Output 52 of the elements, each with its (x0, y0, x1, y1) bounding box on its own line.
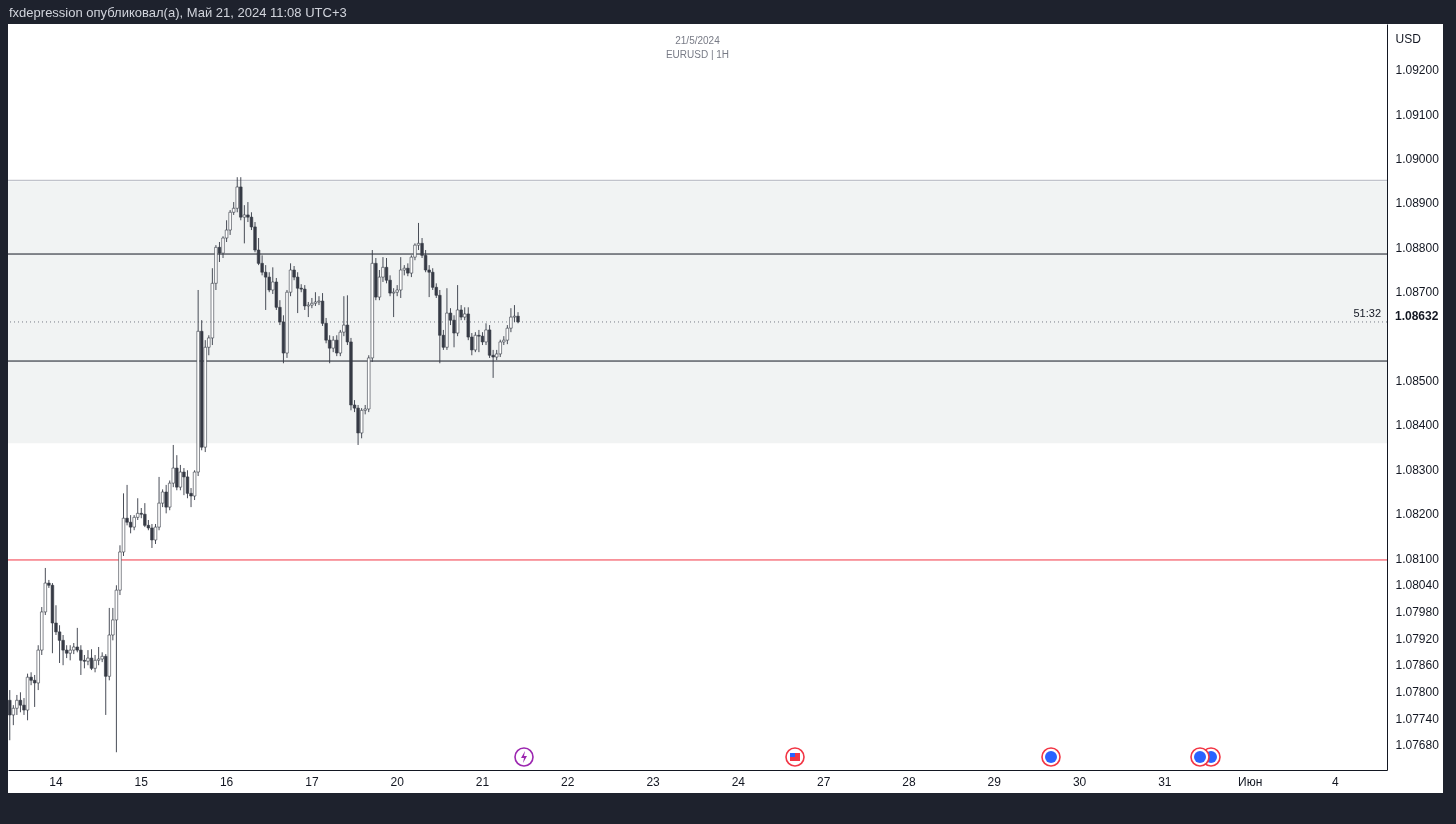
y-tick-label: 1.07980 (1395, 604, 1440, 619)
y-tick-label: 1.08100 (1395, 551, 1440, 566)
x-tick-label: 21 (475, 774, 490, 789)
y-tick-label: 1.08200 (1395, 507, 1440, 522)
y-tick-label: 1.08800 (1395, 240, 1440, 255)
y-tick-label: 1.07860 (1395, 658, 1440, 673)
x-tick-label: 29 (987, 774, 1002, 789)
candlestick (86, 649, 90, 666)
candlestick (335, 334, 339, 357)
candlestick (18, 691, 23, 713)
y-tick-label: 1.08300 (1395, 462, 1440, 477)
text: fxdepression опубликовал(а), Май 21, 2024 11:08 UTC+3 (9, 5, 347, 20)
x-tick-label: 4 (1332, 774, 1340, 789)
y-tick-label: 1.07680 (1395, 738, 1440, 753)
x-tick-label: 20 (390, 774, 405, 789)
candlestick (89, 648, 94, 671)
y-axis-title: USD (1395, 31, 1422, 46)
x-tick-label: 15 (134, 774, 149, 789)
x-tick-label: 31 (1158, 774, 1172, 789)
candlestick (313, 291, 318, 307)
y-tick-label: 1.08700 (1395, 285, 1440, 300)
y-tick-label: 1.08400 (1395, 418, 1440, 433)
x-tick-label: 30 (1072, 774, 1087, 789)
candlestick (182, 467, 186, 496)
y-tick-label: 1.09200 (1395, 63, 1440, 78)
y-tick-label: 1.07740 (1395, 711, 1440, 726)
x-tick-label: 24 (731, 774, 746, 789)
x-tick-label: 14 (49, 774, 63, 789)
x-tick-label: 22 (561, 774, 575, 789)
candlestick (473, 331, 477, 353)
x-tick-label: 28 (902, 774, 916, 789)
y-tick-label: 1.07920 (1395, 631, 1440, 646)
candlestick (143, 502, 147, 528)
y-tick-label: 1.09100 (1395, 107, 1440, 122)
text: EURUSD | 1H (665, 49, 730, 60)
candlestick (8, 689, 12, 741)
y-tick-label: 1.08500 (1395, 374, 1440, 389)
x-tick-label: 17 (305, 774, 319, 789)
x-tick-label: Июн (1238, 774, 1263, 789)
candlestick (360, 407, 364, 439)
y-tick-label: 1.08900 (1395, 196, 1440, 211)
y-tick-label: 1.07800 (1395, 684, 1440, 699)
candlestick (150, 523, 154, 549)
text: 21/5/2024 (675, 35, 721, 46)
ref-line-label: 1.08632 (1395, 308, 1439, 323)
x-tick-label: 27 (816, 774, 831, 789)
x-tick-label: 16 (219, 774, 234, 789)
candlestick (178, 464, 183, 491)
x-tick-label: 23 (646, 774, 661, 789)
y-tick-label: 1.08040 (1395, 578, 1440, 593)
annotation: 51:32 (1353, 306, 1381, 319)
y-tick-label: 1.09000 (1395, 152, 1440, 167)
